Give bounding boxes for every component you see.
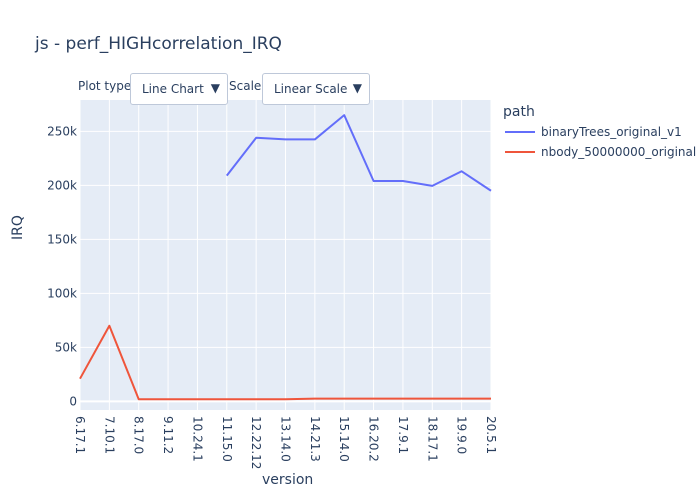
x-tick-label: 9.11.2 (161, 416, 175, 454)
plot-type-value: Line Chart (142, 82, 204, 96)
x-tick-label: 17.9.1 (396, 416, 410, 454)
legend-label-series-1: binaryTrees_original_v1 (541, 125, 682, 139)
x-axis-label: version (262, 472, 314, 488)
x-tick-label: 14.21.3 (308, 416, 322, 462)
plot-type-dropdown[interactable]: Line Chart ▼ (130, 73, 228, 105)
x-tick-label: 15.14.0 (337, 416, 351, 462)
y-tick-label: 50k (55, 340, 77, 354)
chart-title: js - perf_HIGHcorrelation_IRQ (35, 34, 282, 54)
x-tick-label: 6.17.1 (73, 416, 87, 454)
legend-title: path (503, 104, 535, 120)
x-gridlines (79, 100, 492, 410)
plot-type-label: Plot type: (78, 79, 136, 93)
series-line-2 (79, 324, 491, 401)
x-tick-label: 18.17.1 (425, 416, 439, 462)
legend-label-series-2: nbody_50000000_original (541, 145, 697, 159)
x-tick-label: 20.5.1 (484, 416, 498, 454)
scale-value: Linear Scale (274, 82, 348, 96)
series-layer (79, 114, 492, 401)
y-tick-label: 200k (47, 178, 77, 192)
scale-label: Scale: (229, 79, 266, 93)
chevron-down-icon: ▼ (210, 81, 220, 95)
legend-item-series-1[interactable]: binaryTrees_original_v1 (505, 123, 682, 141)
x-tick-label: 19.9.0 (455, 416, 469, 454)
legend-swatch-series-1 (505, 131, 535, 133)
x-tick-label: 16.20.2 (367, 416, 381, 462)
y-tick-label: 250k (47, 124, 77, 138)
x-tick-labels: 6.17.1 7.10.1 8.17.0 9.11.2 10.24.1 11.15.0 12… (73, 416, 498, 469)
chevron-down-icon: ▼ (352, 81, 362, 95)
y-tick-label: 100k (47, 286, 77, 300)
legend-swatch-series-2 (505, 151, 535, 153)
legend-item-series-2[interactable]: nbody_50000000_original (505, 143, 696, 161)
x-tick-label: 13.14.0 (279, 416, 293, 462)
series-line-1 (225, 114, 492, 192)
x-tick-label: 10.24.1 (190, 416, 204, 462)
x-tick-label: 11.15.0 (220, 416, 234, 462)
x-tick-label: 7.10.1 (102, 416, 116, 454)
y-tick-label: 150k (47, 232, 77, 246)
y-tick-labels: 0 50k 100k 150k 200k 250k (47, 124, 77, 408)
x-tick-label: 8.17.0 (132, 416, 146, 454)
x-tick-label: 12.22.12 (249, 416, 263, 469)
y-tick-label: 0 (69, 394, 77, 408)
scale-dropdown[interactable]: Linear Scale ▼ (262, 73, 370, 105)
y-axis-label: IRQ (10, 215, 26, 240)
